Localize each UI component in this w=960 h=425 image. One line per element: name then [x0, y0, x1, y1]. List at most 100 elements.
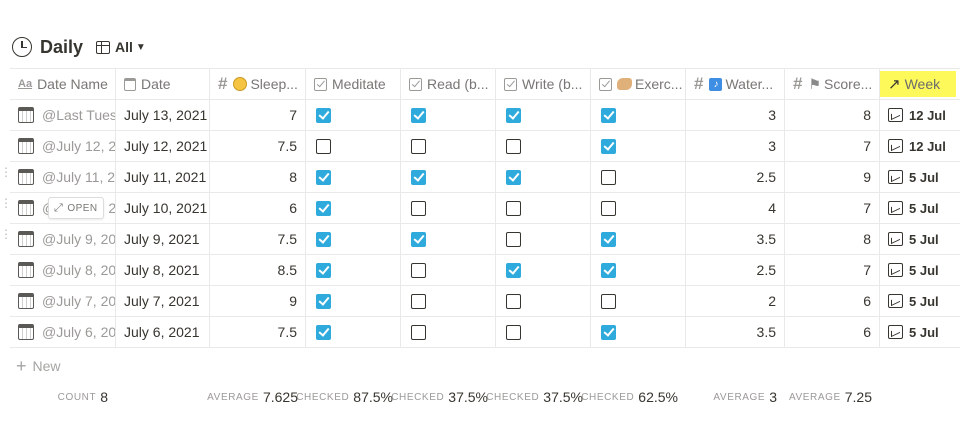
cell-date[interactable]: July 11, 2021 — [116, 162, 210, 192]
cell-date[interactable]: July 12, 2021 — [116, 131, 210, 161]
drag-handle-icon[interactable]: ⋮ — [0, 165, 12, 179]
cell-write[interactable] — [496, 193, 591, 223]
checkbox-read[interactable] — [411, 231, 426, 247]
checkbox-exercise[interactable] — [601, 324, 616, 340]
checkbox-write[interactable] — [506, 138, 521, 154]
cell-exercise[interactable] — [591, 255, 686, 285]
cell-write[interactable] — [496, 286, 591, 316]
column-header-meditate[interactable]: Meditate — [306, 69, 401, 99]
footer-read[interactable]: CHECKED 37.5% — [391, 389, 488, 405]
cell-write[interactable] — [496, 100, 591, 130]
cell-write[interactable] — [496, 255, 591, 285]
checkbox-read[interactable] — [411, 324, 426, 340]
cell-exercise[interactable] — [591, 317, 686, 347]
table-row[interactable]: @July 7, 202 July 7, 2021 9 2 6 5 Jul — [10, 286, 960, 317]
week-relation-link[interactable]: 5 Jul — [909, 293, 939, 309]
checkbox-write[interactable] — [506, 231, 521, 247]
week-relation-link[interactable]: 12 Jul — [909, 107, 946, 123]
cell-water[interactable]: 3.5 — [686, 224, 785, 254]
checkbox-read[interactable] — [411, 169, 426, 185]
cell-exercise[interactable] — [591, 100, 686, 130]
column-header-date[interactable]: Date — [116, 69, 210, 99]
column-header-score[interactable]: # ⚑ Score... — [785, 69, 880, 99]
cell-meditate[interactable] — [306, 255, 401, 285]
checkbox-meditate[interactable] — [316, 138, 331, 154]
cell-date-name[interactable]: @Last Tuesd — [10, 100, 116, 130]
checkbox-read[interactable] — [411, 138, 426, 154]
checkbox-read[interactable] — [411, 293, 426, 309]
footer-meditate[interactable]: CHECKED 87.5% — [296, 389, 393, 405]
cell-week[interactable]: 5 Jul — [880, 162, 960, 192]
week-relation-link[interactable]: 5 Jul — [909, 169, 939, 185]
cell-date-name[interactable]: @July 12, 20 — [10, 131, 116, 161]
checkbox-exercise[interactable] — [601, 231, 616, 247]
cell-score[interactable]: 9 — [785, 162, 880, 192]
cell-write[interactable] — [496, 131, 591, 161]
footer-exercise[interactable]: CHECKED 62.5% — [581, 389, 678, 405]
column-header-sleep[interactable]: # Sleep... — [210, 69, 306, 99]
cell-water[interactable]: 3.5 — [686, 317, 785, 347]
table-row[interactable]: @July 6, 202 July 6, 2021 7.5 3.5 6 5 Jul — [10, 317, 960, 348]
footer-sleep[interactable]: AVERAGE 7.625 — [207, 389, 298, 405]
open-button[interactable]: ⤢ OPEN — [48, 197, 104, 219]
checkbox-read[interactable] — [411, 200, 426, 216]
new-row-button[interactable]: + New — [16, 355, 61, 376]
footer-score[interactable]: AVERAGE 7.25 — [788, 389, 872, 405]
cell-exercise[interactable] — [591, 286, 686, 316]
cell-date-name[interactable]: @July 6, 202 — [10, 317, 116, 347]
checkbox-read[interactable] — [411, 107, 426, 123]
cell-week[interactable]: 5 Jul — [880, 193, 960, 223]
column-header-water[interactable]: # ♪ Water... — [686, 69, 785, 99]
cell-date[interactable]: July 9, 2021 — [116, 224, 210, 254]
cell-exercise[interactable] — [591, 224, 686, 254]
week-relation-link[interactable]: 12 Jul — [909, 138, 946, 154]
cell-exercise[interactable] — [591, 131, 686, 161]
cell-water[interactable]: 3 — [686, 100, 785, 130]
cell-read[interactable] — [401, 100, 496, 130]
checkbox-meditate[interactable] — [316, 262, 331, 278]
cell-water[interactable]: 2.5 — [686, 162, 785, 192]
cell-write[interactable] — [496, 224, 591, 254]
cell-sleep[interactable]: 9 — [210, 286, 306, 316]
column-header-read[interactable]: Read (b... — [401, 69, 496, 99]
checkbox-write[interactable] — [506, 107, 521, 123]
checkbox-write[interactable] — [506, 262, 521, 278]
column-header-write[interactable]: Write (b... — [496, 69, 591, 99]
cell-meditate[interactable] — [306, 193, 401, 223]
column-header-date-name[interactable]: Aa Date Name — [10, 69, 116, 99]
cell-exercise[interactable] — [591, 193, 686, 223]
week-relation-link[interactable]: 5 Jul — [909, 200, 939, 216]
cell-date-name[interactable]: @July 11, 202 — [10, 162, 116, 192]
cell-score[interactable]: 8 — [785, 100, 880, 130]
cell-read[interactable] — [401, 286, 496, 316]
cell-week[interactable]: 5 Jul — [880, 317, 960, 347]
table-row[interactable]: @July 8, 202 July 8, 2021 8.5 2.5 7 5 Jul — [10, 255, 960, 286]
cell-date[interactable]: July 8, 2021 — [116, 255, 210, 285]
footer-count[interactable]: COUNT 8 — [57, 389, 108, 405]
cell-week[interactable]: 5 Jul — [880, 255, 960, 285]
cell-meditate[interactable] — [306, 162, 401, 192]
week-relation-link[interactable]: 5 Jul — [909, 231, 939, 247]
cell-sleep[interactable]: 7.5 — [210, 224, 306, 254]
cell-water[interactable]: 3 — [686, 131, 785, 161]
cell-read[interactable] — [401, 193, 496, 223]
column-header-exercise[interactable]: Exerc... — [591, 69, 686, 99]
cell-week[interactable]: 12 Jul — [880, 100, 960, 130]
checkbox-meditate[interactable] — [316, 107, 331, 123]
cell-date[interactable]: July 6, 2021 — [116, 317, 210, 347]
cell-date[interactable]: July 10, 2021 — [116, 193, 210, 223]
cell-meditate[interactable] — [306, 224, 401, 254]
cell-meditate[interactable] — [306, 131, 401, 161]
checkbox-exercise[interactable] — [601, 262, 616, 278]
cell-sleep[interactable]: 8 — [210, 162, 306, 192]
checkbox-read[interactable] — [411, 262, 426, 278]
checkbox-exercise[interactable] — [601, 138, 616, 154]
drag-handle-icon[interactable]: ⋮ — [0, 227, 12, 241]
cell-read[interactable] — [401, 131, 496, 161]
week-relation-link[interactable]: 5 Jul — [909, 324, 939, 340]
checkbox-meditate[interactable] — [316, 169, 331, 185]
cell-sleep[interactable]: 7 — [210, 100, 306, 130]
